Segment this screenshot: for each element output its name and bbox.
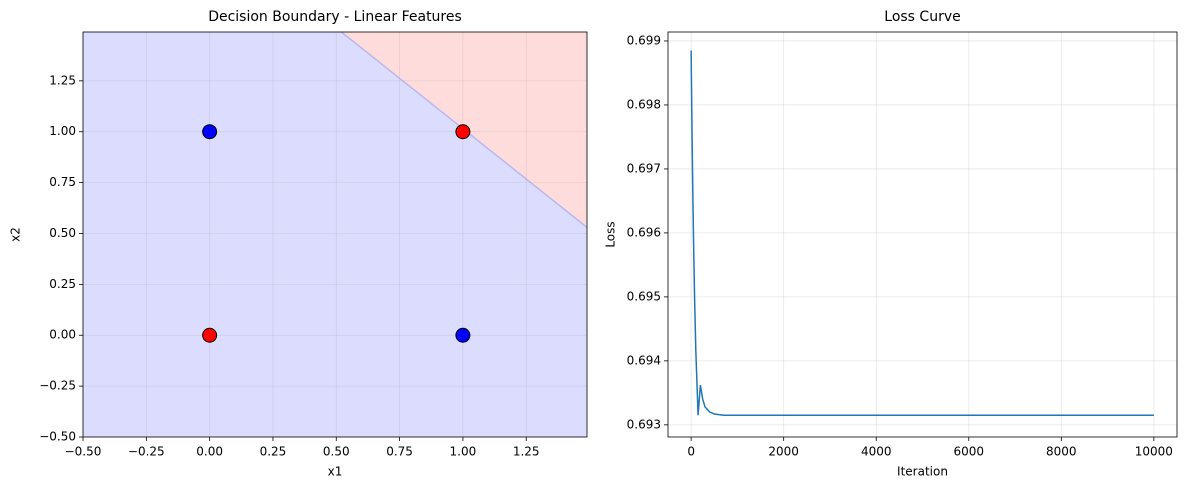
y-tick-label: 0.25 [49,277,76,291]
x-tick-label: −0.50 [65,445,102,459]
y-axis-label: Loss [604,221,618,247]
y-tick-label: 0.698 [627,97,661,111]
y-tick-label: 0.75 [49,175,76,189]
x-tick-label: −0.25 [128,445,165,459]
x-tick-label: 8000 [1046,445,1077,459]
y-tick-label: 0.697 [627,161,661,175]
x-tick-label: 6000 [953,445,984,459]
chart-title: Loss Curve [884,9,960,25]
x-tick-label: 10000 [1135,445,1173,459]
y-axis-label: x2 [9,227,23,242]
loss-line [690,50,1154,416]
axes-frame [667,31,1178,438]
y-tick-label: 0.695 [627,289,661,303]
x-tick-label: 1.25 [513,445,540,459]
y-tick-label: 0.00 [49,328,76,342]
x-tick-label: 0.50 [323,445,350,459]
x-tick-label: 1.00 [450,445,477,459]
y-tick-label: 0.693 [627,417,661,431]
y-tick-label: 0.694 [627,353,661,367]
y-tick-label: 0.699 [627,33,661,47]
y-tick-label: 1.00 [49,124,76,138]
x-tick-label: 0 [687,445,695,459]
x-tick-label: 2000 [768,445,799,459]
x-tick-label: 4000 [861,445,892,459]
x-axis-label: x1 [328,465,343,479]
y-tick-label: 1.25 [49,73,76,87]
point [455,327,471,343]
y-tick-label: −0.25 [39,379,76,393]
axes-frame [82,31,588,438]
x-axis-label: Iteration [897,465,948,479]
y-tick-label: 0.50 [49,226,76,240]
x-tick-label: 0.25 [260,445,287,459]
point [202,327,218,343]
y-tick-label: −0.50 [39,430,76,444]
x-tick-label: 0.00 [196,445,223,459]
x-tick-label: 0.75 [386,445,413,459]
y-tick-label: 0.696 [627,225,661,239]
chart-title: Decision Boundary - Linear Features [208,9,462,25]
point [202,124,218,140]
point [455,124,471,140]
